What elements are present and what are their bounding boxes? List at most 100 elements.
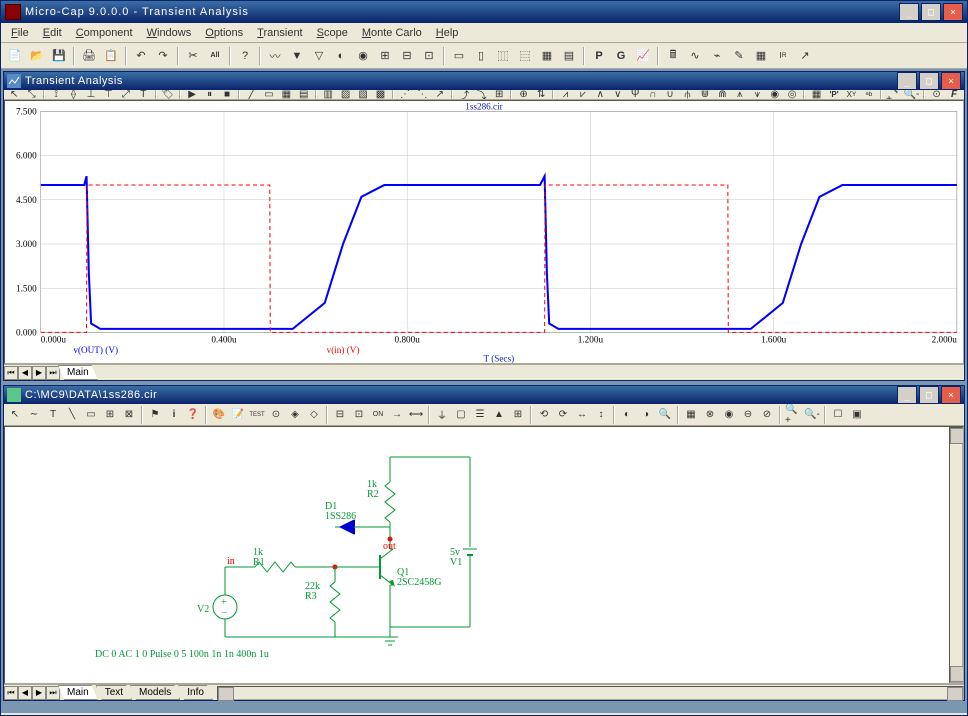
n13-icon[interactable]: ◐ [618,406,636,424]
menu-component[interactable]: Component [70,25,139,41]
p-icon[interactable]: P [589,46,609,66]
circuit-area[interactable]: +−V2in1kR122kR3Q12SC2458GoutD11SS2861kR2… [4,426,964,684]
save-icon[interactable]: 💾 [49,46,69,66]
n8-icon[interactable]: ⊞ [509,406,527,424]
sine-icon[interactable]: ∿ [685,46,705,66]
tab-last-button[interactable]: ⏭ [46,366,60,380]
close-button[interactable]: × [943,3,963,21]
zoomout-icon[interactable]: 🔍- [903,90,921,100]
select-icon[interactable]: ↖ [6,406,24,424]
tool1-icon[interactable]: ◐ [331,46,351,66]
menu-transient[interactable]: Transient [251,25,308,41]
w10-icon[interactable]: ⋒ [714,90,730,100]
tool5-icon[interactable]: ⊡ [419,46,439,66]
new-icon[interactable]: 📄 [5,46,25,66]
m7-icon[interactable]: ⊕ [515,90,531,100]
line-icon[interactable]: ╱ [243,90,259,100]
m1-icon[interactable]: ⋰ [397,90,413,100]
m6-icon[interactable]: ⊞ [491,90,507,100]
m5-icon[interactable]: ⤵ [474,90,490,100]
m4-icon[interactable]: ⤴ [456,90,472,100]
open-icon[interactable]: 📂 [27,46,47,66]
minimize-button[interactable]: _ [899,3,919,21]
ctab-last-button[interactable]: ⏭ [46,686,60,700]
cmove-icon[interactable]: ⊞ [101,406,119,424]
tool4-icon[interactable]: ⊟ [397,46,417,66]
circuit-maximize-button[interactable]: □ [919,386,939,404]
m3-icon[interactable]: ↗ [432,90,448,100]
n5-icon[interactable]: ⊡ [350,406,368,424]
n1-icon[interactable]: ⊙ [267,406,285,424]
n15-icon[interactable]: ▦ [682,406,700,424]
n4-icon[interactable]: ⊟ [331,406,349,424]
n11-icon[interactable]: ↔ [573,406,591,424]
q-icon[interactable]: ❓ [184,406,202,424]
var-icon[interactable]: ⅠR [773,46,793,66]
pause-icon[interactable]: ⏸ [201,90,217,100]
w9-icon[interactable]: ⋓ [697,90,713,100]
net-icon[interactable]: ⊠ [120,406,138,424]
n21-icon[interactable]: ▣ [848,406,866,424]
menu-scope[interactable]: Scope [311,25,354,41]
n10-icon[interactable]: ⟳ [554,406,572,424]
help-icon[interactable]: ? [235,46,255,66]
tab-first-button[interactable]: ⏮ [4,366,18,380]
circuit-close-button[interactable]: × [941,386,961,404]
vscrollbar[interactable] [949,427,963,683]
layout3-icon[interactable]: ⿲ [493,46,513,66]
n20-icon[interactable]: ☐ [829,406,847,424]
ctab-info[interactable]: Info [178,685,213,700]
layout4-icon[interactable]: ⿳ [515,46,535,66]
ctext-icon[interactable]: T [44,406,62,424]
grid3-icon[interactable]: ▥ [320,90,336,100]
m8-icon[interactable]: ⇅ [533,90,549,100]
ed-icon[interactable]: 📝 [229,406,247,424]
g-icon[interactable]: G [611,46,631,66]
layout6-icon[interactable]: ▤ [559,46,579,66]
ctab-next-button[interactable]: ▶ [32,686,46,700]
pointer-icon[interactable]: ↖ [6,90,22,100]
n17-icon[interactable]: ◉ [720,406,738,424]
copy-icon[interactable]: 📋 [101,46,121,66]
pp-icon[interactable]: 'P' [826,90,842,100]
undo-icon[interactable]: ↶ [131,46,151,66]
scale-icon[interactable]: ⤡ [23,90,39,100]
print-icon[interactable]: 🖨 [79,46,99,66]
box-icon[interactable]: ▢ [452,406,470,424]
cwire-icon[interactable]: ╲ [63,406,81,424]
tag-icon[interactable]: 🏷 [160,90,176,100]
layout1-icon[interactable]: ▭ [449,46,469,66]
n6-icon[interactable]: ☰ [471,406,489,424]
menu-options[interactable]: Options [199,25,249,41]
plot-icon[interactable]: 📈 [633,46,653,66]
w13-icon[interactable]: ◉ [767,90,783,100]
ctab-models[interactable]: Models [130,685,180,700]
tool2-icon[interactable]: ◉ [353,46,373,66]
calc-icon[interactable]: 🖩 [663,46,683,66]
redo-icon[interactable]: ↷ [153,46,173,66]
maximize-button[interactable]: □ [921,3,941,21]
czoomout-icon[interactable]: 🔍- [803,406,821,424]
info-icon[interactable]: i [165,406,183,424]
n3-icon[interactable]: ◇ [305,406,323,424]
hscrollbar[interactable] [217,686,964,700]
grid2-icon[interactable]: ▤ [296,90,312,100]
tab-next-button[interactable]: ▶ [32,366,46,380]
probe-icon[interactable]: ▼ [287,46,307,66]
w14-icon[interactable]: ◎ [784,90,800,100]
tab-prev-button[interactable]: ◀ [18,366,32,380]
layout5-icon[interactable]: ▦ [537,46,557,66]
grid5-icon[interactable]: ▧ [355,90,371,100]
stop-icon[interactable]: ■ [219,90,235,100]
waveform-icon[interactable]: 〰 [265,46,285,66]
color-icon[interactable]: 🎨 [210,406,228,424]
w5-icon[interactable]: Ψ [627,90,643,100]
n7-icon[interactable]: ▲ [490,406,508,424]
w3-icon[interactable]: ∧ [592,90,608,100]
probe2-icon[interactable]: ▽ [309,46,329,66]
grid1-icon[interactable]: ▦ [278,90,294,100]
w2-icon[interactable]: ⩗ [575,90,591,100]
m2-icon[interactable]: ⋱ [414,90,430,100]
w1-icon[interactable]: ⩘ [557,90,573,100]
n19-icon[interactable]: ⊘ [758,406,776,424]
